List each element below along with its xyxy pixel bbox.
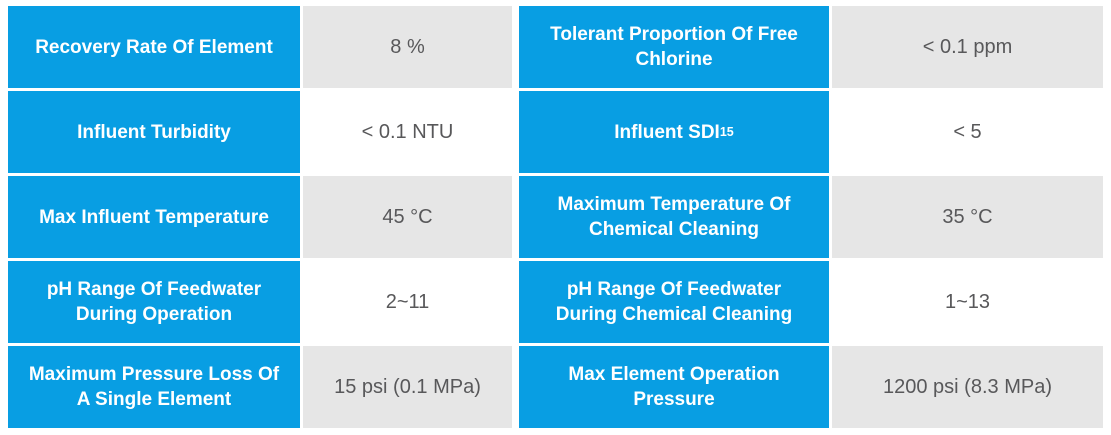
- label-max-pressure-loss: Maximum Pressure Loss Of A Single Elemen…: [8, 346, 300, 428]
- label-influent-turbidity: Influent Turbidity: [8, 91, 300, 173]
- value-influent-turbidity: < 0.1 NTU: [303, 91, 512, 173]
- label-text: Max Element Operation Pressure: [568, 364, 780, 410]
- value-text: 1~13: [944, 290, 991, 313]
- column-divider: [515, 261, 516, 343]
- column-divider: [515, 6, 516, 88]
- value-influent-sdi: < 5: [832, 91, 1103, 173]
- value-text: 2~11: [385, 290, 430, 313]
- column-divider: [515, 91, 516, 173]
- label-recovery-rate: Recovery Rate Of Element: [8, 6, 300, 88]
- label-ph-range-cleaning: pH Range Of Feedwater During Chemical Cl…: [519, 261, 829, 343]
- label-max-operation-pressure: Max Element Operation Pressure: [519, 346, 829, 428]
- label-ph-range-operation: pH Range Of Feedwater During Operation: [8, 261, 300, 343]
- value-text: < 0.1 ppm: [922, 35, 1013, 58]
- label-free-chlorine-tolerance: Tolerant Proportion Of Free Chlorine: [519, 6, 829, 88]
- spec-table: Recovery Rate Of Element 8 % Tolerant Pr…: [8, 6, 1103, 428]
- value-max-pressure-loss: 15 psi (0.1 MPa): [303, 346, 512, 428]
- value-text: 35 °C: [942, 205, 993, 228]
- value-text: 45 °C: [382, 205, 433, 228]
- value-text: 15 psi (0.1 MPa): [334, 375, 481, 398]
- label-text: Recovery Rate Of Element: [35, 36, 273, 58]
- label-text: Tolerant Proportion Of Free Chlorine: [550, 24, 798, 70]
- column-divider: [515, 176, 516, 258]
- label-max-cleaning-temperature: Maximum Temperature Of Chemical Cleaning: [519, 176, 829, 258]
- value-text: 1200 psi (8.3 MPa): [883, 375, 1052, 398]
- label-text: Maximum Temperature Of Chemical Cleaning: [557, 194, 791, 240]
- value-ph-range-cleaning: 1~13: [832, 261, 1103, 343]
- label-text: pH Range Of Feedwater During Chemical Cl…: [555, 279, 793, 325]
- label-text: Max Influent Temperature: [39, 206, 269, 228]
- column-divider: [515, 346, 516, 428]
- label-text: Maximum Pressure Loss Of A Single Elemen…: [28, 364, 280, 410]
- label-influent-sdi: Influent SDI 15: [519, 91, 829, 173]
- label-text: pH Range Of Feedwater During Operation: [46, 279, 262, 325]
- value-max-influent-temperature: 45 °C: [303, 176, 512, 258]
- value-max-operation-pressure: 1200 psi (8.3 MPa): [832, 346, 1103, 428]
- value-recovery-rate: 8 %: [303, 6, 512, 88]
- value-text: < 5: [953, 120, 982, 143]
- label-text: Influent Turbidity: [77, 121, 231, 143]
- value-text: < 0.1 NTU: [361, 120, 454, 143]
- sdi-subscript: 15: [719, 124, 734, 139]
- value-text: 8 %: [390, 35, 425, 58]
- value-ph-range-operation: 2~11: [303, 261, 512, 343]
- label-max-influent-temperature: Max Influent Temperature: [8, 176, 300, 258]
- value-free-chlorine-tolerance: < 0.1 ppm: [832, 6, 1103, 88]
- label-text: Influent SDI: [614, 121, 720, 143]
- value-max-cleaning-temperature: 35 °C: [832, 176, 1103, 258]
